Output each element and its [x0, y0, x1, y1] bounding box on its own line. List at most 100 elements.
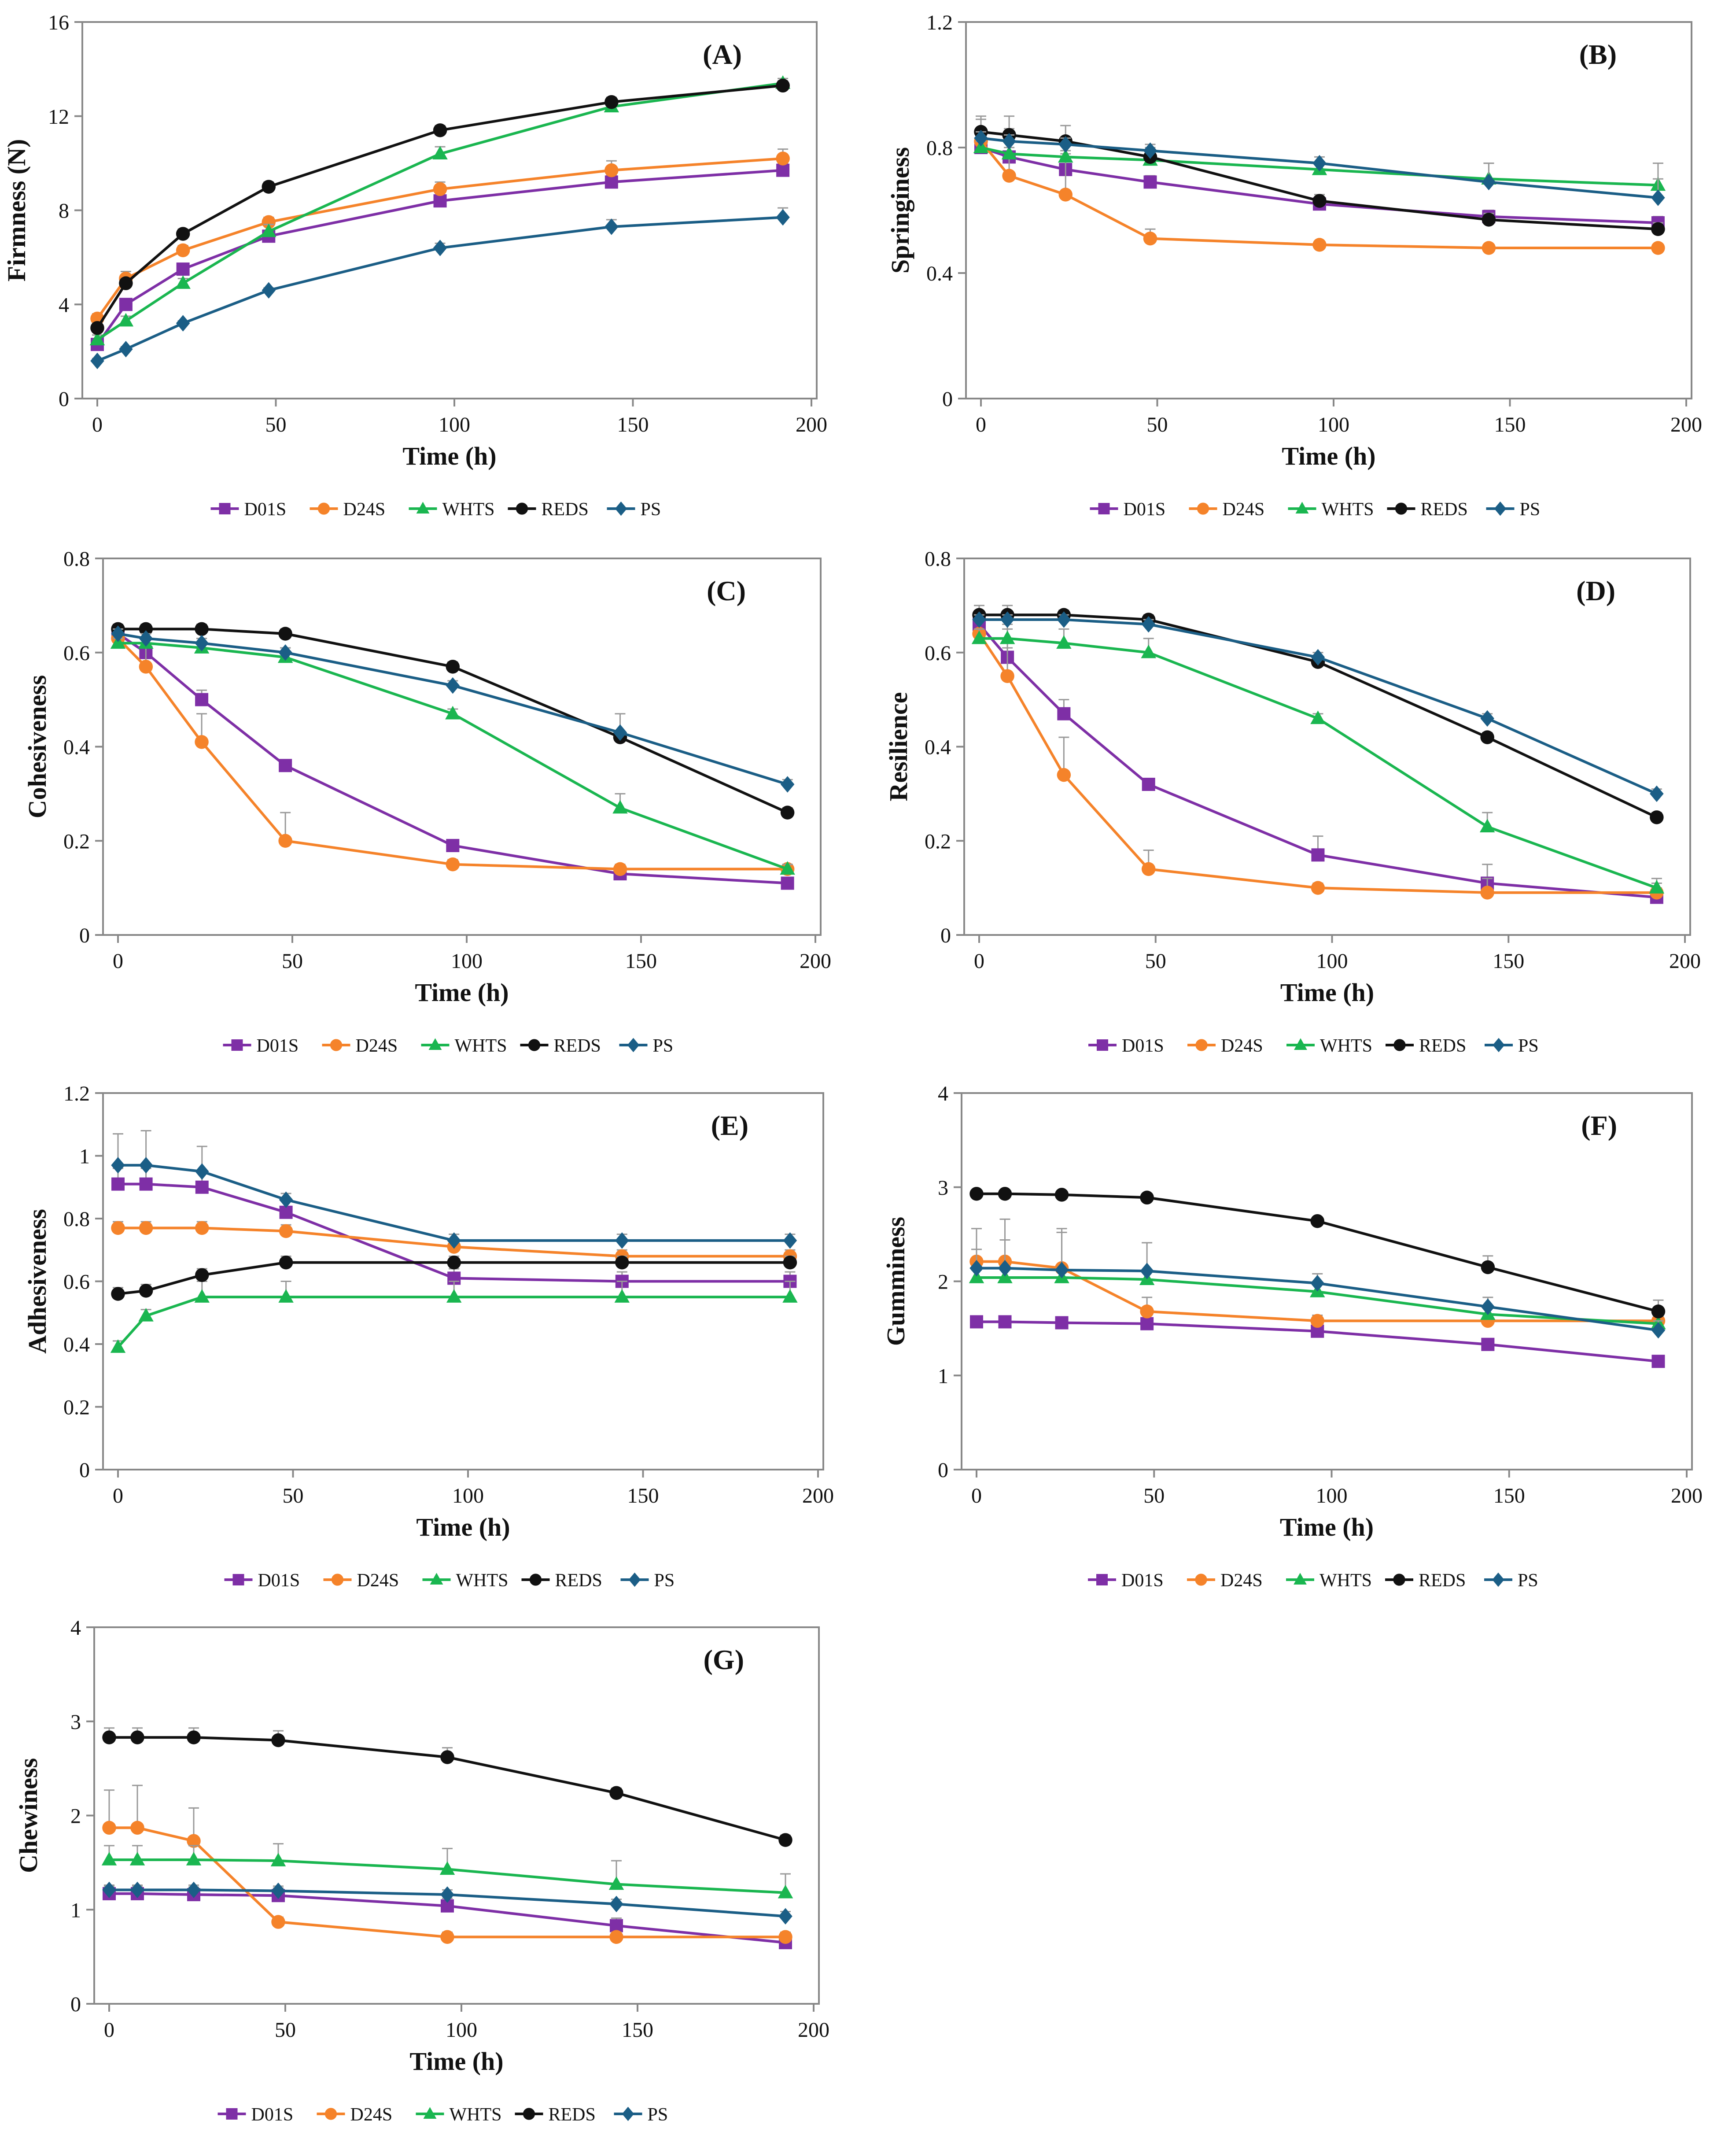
- panel-d-data-point: [1000, 611, 1014, 628]
- panel-c-data-point: [780, 805, 795, 820]
- panel-b-legend-marker: [1295, 502, 1309, 514]
- panel-a-legend-marker: [317, 502, 330, 515]
- panel-b-plot-frame: [965, 21, 1692, 399]
- panel-a-data-point: [119, 276, 133, 290]
- panel-g-data-point: [778, 1930, 792, 1944]
- panel-b-y-tick-label: 0.8: [926, 137, 953, 160]
- panel-c-data-point: [446, 677, 460, 694]
- panel-b-data-point: [1312, 238, 1327, 252]
- panel-e-data-point: [615, 1232, 629, 1249]
- panel-c-legend-label: D01S: [257, 1036, 299, 1056]
- panel-e-x-axis-label: Time (h): [416, 1513, 510, 1541]
- panel-a-data-point: [89, 332, 105, 346]
- panel-f-data-point: [1481, 1298, 1495, 1315]
- panel-g-data-point: [102, 1881, 116, 1899]
- panel-a: 0 50 100 150 200 0 4 8 12 16 Time (h) Firmness (N) (…: [2, 11, 827, 520]
- panel-c-y-tick-label: 0.2: [63, 830, 90, 853]
- panel-c-data-point: [613, 862, 627, 876]
- panel-g-legend-marker: [622, 2106, 634, 2121]
- panel-f-data-point: [1651, 1304, 1666, 1319]
- panel-d-data-point: [1141, 862, 1156, 876]
- panel-b-series-d01s: [974, 140, 1665, 229]
- panel-d-y-tick-label: 0.6: [925, 642, 951, 665]
- panel-d-legend-label: D01S: [1122, 1036, 1164, 1056]
- panel-b-y-tick-label: 0.4: [926, 262, 953, 285]
- panel-f-data-point: [1310, 1314, 1324, 1328]
- panel-a-series-ps: [90, 207, 790, 369]
- panel-e-legend-item-reds: REDS: [521, 1570, 602, 1591]
- panel-c-x-tick-label: 100: [451, 949, 483, 973]
- panel-b-y-tick-label: 1.2: [926, 11, 953, 34]
- panel-e-data-point: [111, 1221, 125, 1235]
- panel-g-data-point: [130, 1730, 144, 1744]
- panel-c-data-point: [446, 660, 460, 674]
- panel-g-data-point: [271, 1733, 285, 1747]
- panel-c-legend-marker: [528, 1039, 541, 1051]
- panel-d-y-tick-label: 0.8: [925, 547, 951, 571]
- panel-c-data-point: [195, 622, 209, 636]
- panel-b-legend-label: REDS: [1421, 499, 1468, 520]
- panel-g-plot-frame: [93, 1626, 820, 2005]
- panel-b-legend-marker: [1197, 502, 1209, 515]
- panel-d-data-point: [1141, 616, 1156, 633]
- panel-e-x-tick-label: 150: [627, 1484, 659, 1507]
- panel-c-series-ps: [111, 625, 795, 793]
- panel-b-data-point: [1651, 189, 1665, 206]
- panel-b-x-tick-label: 100: [1318, 413, 1349, 436]
- panel-f-legend-marker: [1492, 1572, 1504, 1587]
- panel-a-legend-label: D01S: [244, 499, 287, 520]
- panel-e-legend-item-d01s: D01S: [224, 1570, 300, 1591]
- panel-a-data-point: [90, 352, 104, 369]
- panel-d-x-tick-label: 50: [1145, 949, 1166, 973]
- panel-c-data-point: [446, 857, 460, 872]
- panel-f-legend-label: WHTS: [1320, 1570, 1372, 1591]
- panel-c-x-tick-label: 50: [282, 949, 303, 973]
- panel-e-legend-label: D24S: [357, 1570, 399, 1591]
- panel-c: 0 50 100 150 200 0 0.2 0.4 0.6 0.8 Time (h) Cohesiv…: [23, 547, 831, 1056]
- panel-b-data-point: [1482, 174, 1496, 191]
- panel-d-data-point: [1310, 710, 1326, 724]
- panel-e-y-tick-label: 0.2: [63, 1396, 90, 1419]
- panel-b-legend: D01S D24S WHTS REDS PS: [1090, 499, 1540, 520]
- panel-a-plot-frame: [81, 21, 818, 399]
- panel-g-data-point: [102, 1730, 116, 1744]
- panel-a-data-point: [604, 163, 619, 177]
- panel-e-data-point: [279, 1256, 293, 1270]
- panel-b-data-point: [1482, 241, 1496, 255]
- panel-f-data-point: [1481, 1260, 1495, 1275]
- panel-d-data-point: [971, 630, 987, 644]
- panel-d-data-point: [1057, 611, 1071, 628]
- panel-g-data-point: [271, 1915, 285, 1929]
- panel-a-data-point: [176, 262, 190, 276]
- panel-b: 0 50 100 150 200 0 0.4 0.8 1.2 Time (h) Springines…: [886, 11, 1702, 520]
- panel-e-data-point: [111, 1157, 125, 1174]
- panel-d-y-axis-label: Resilience: [884, 692, 913, 801]
- panel-g-legend-label: REDS: [549, 2105, 596, 2125]
- panel-b-data-point: [1001, 146, 1017, 159]
- panel-e-series-whts: [110, 1281, 798, 1353]
- panel-e-legend-item-ps: PS: [620, 1570, 674, 1591]
- panel-a-data-point: [433, 240, 447, 256]
- panel-e: 0 50 100 150 200 0 0.2 0.4 0.6 0.8 1 1.2 Time (h) Adh…: [23, 1082, 834, 1591]
- panel-a-y-tick-label: 12: [48, 105, 69, 129]
- panel-f-data-point: [1651, 1355, 1665, 1368]
- panel-g-data-point: [187, 1834, 201, 1848]
- panel-d-data-point: [1311, 649, 1325, 666]
- panel-a-data-point: [433, 194, 447, 208]
- panel-e-data-point: [279, 1224, 293, 1238]
- panel-g: 0 50 100 150 200 0 1 2 3 4 Time (h) Chewiness (G) D01…: [14, 1616, 829, 2125]
- panel-a-data-point: [776, 78, 790, 93]
- panel-d-data-point: [1000, 669, 1014, 683]
- panel-e-series-ps: [111, 1130, 797, 1249]
- panel-e-legend-marker: [331, 1574, 344, 1586]
- panel-a-legend-marker: [516, 502, 528, 515]
- panel-e-legend-label: REDS: [555, 1570, 602, 1591]
- panel-c-legend-item-reds: REDS: [520, 1036, 601, 1056]
- panel-d-y-tick-label: 0.4: [925, 736, 951, 759]
- panel-c-legend-label: PS: [653, 1036, 674, 1056]
- panel-f-legend-marker: [1096, 1574, 1108, 1585]
- panel-b-series-d24s: [974, 115, 1665, 255]
- panel-e-x-tick-label: 0: [113, 1484, 123, 1507]
- panel-c-series-line: [118, 642, 788, 871]
- panel-d: 0 50 100 150 200 0 0.2 0.4 0.6 0.8 Time (h) Resilie…: [884, 547, 1701, 1056]
